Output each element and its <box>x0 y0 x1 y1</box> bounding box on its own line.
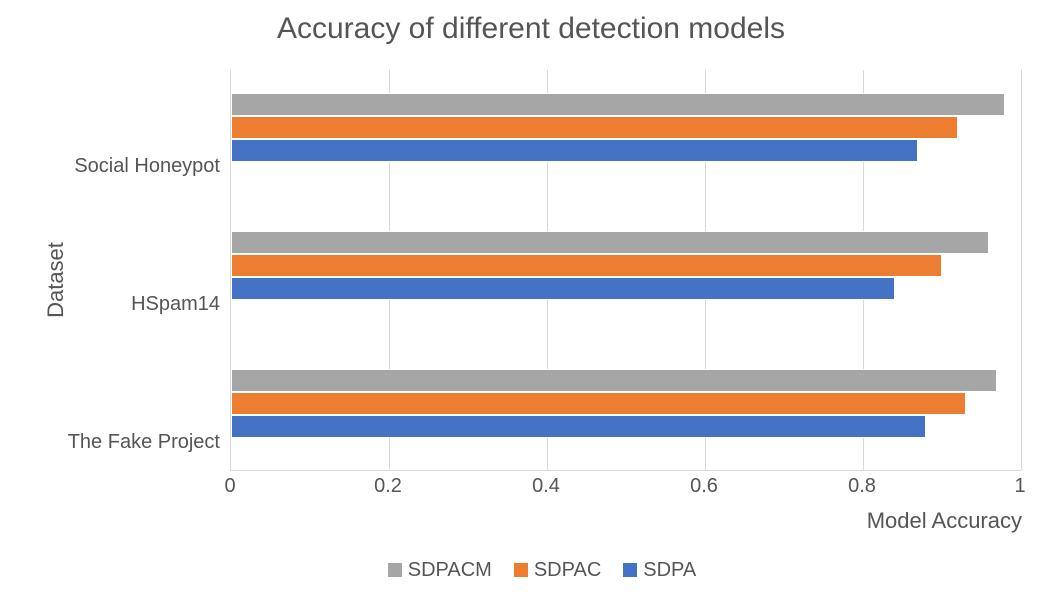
x-tick-label: 0 <box>224 475 235 498</box>
bar <box>231 392 966 415</box>
bar <box>231 369 997 392</box>
legend-label: SDPACM <box>408 559 492 581</box>
bar <box>231 139 918 162</box>
bar <box>231 231 989 254</box>
category-label: HSpam14 <box>10 293 220 316</box>
chart-container: Accuracy of different detection models D… <box>0 0 1062 594</box>
legend-swatch <box>388 563 402 577</box>
plot-area <box>230 70 1021 471</box>
gridline <box>1021 70 1022 470</box>
x-tick-label: 0.2 <box>374 475 402 498</box>
legend: SDPACM SDPAC SDPA <box>0 559 1062 582</box>
legend-swatch <box>514 563 528 577</box>
chart-title: Accuracy of different detection models <box>0 12 1062 46</box>
bar <box>231 116 958 139</box>
legend-label: SDPA <box>643 559 696 581</box>
bar <box>231 254 942 277</box>
category-label: The Fake Project <box>10 431 220 454</box>
x-tick-label: 0.6 <box>690 475 718 498</box>
category-label: Social Honeypot <box>10 155 220 178</box>
x-tick-label: 0.4 <box>532 475 560 498</box>
x-tick-label: 1 <box>1014 475 1025 498</box>
bar <box>231 93 1005 116</box>
x-tick-label: 0.8 <box>848 475 876 498</box>
bar <box>231 277 895 300</box>
legend-swatch <box>623 563 637 577</box>
legend-label: SDPAC <box>534 559 601 581</box>
bar <box>231 415 926 438</box>
x-axis-label: Model Accuracy <box>867 508 1022 534</box>
